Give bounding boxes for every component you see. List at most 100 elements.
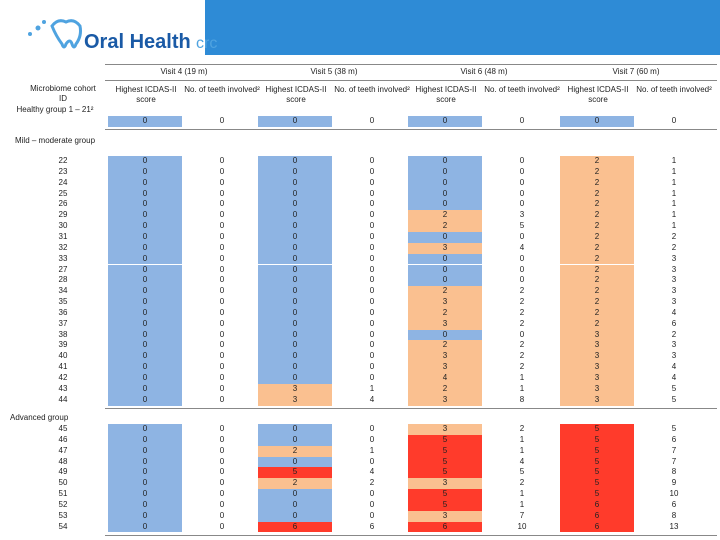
score-cell: 5 (560, 456, 634, 468)
teeth-cell: 0 (369, 221, 375, 231)
teeth-header: No. of teeth involved² (484, 85, 560, 94)
visit-header: Visit 6 (48 m) (460, 67, 508, 76)
id-header: Microbiome cohort ID (30, 84, 96, 103)
score-cell: 0 (408, 156, 482, 167)
teeth-cell: 6 (671, 499, 677, 509)
row-id: 40 (58, 351, 68, 361)
teeth-cell: 4 (519, 242, 525, 252)
score-cell: 2 (560, 297, 634, 308)
row-id: 22 (58, 156, 68, 165)
score-cell: 0 (258, 210, 332, 222)
score-header: Highest ICDAS-II score (567, 85, 629, 104)
teeth-cell: 0 (519, 177, 525, 187)
teeth-cell: 1 (519, 445, 525, 455)
score-cell: 5 (560, 434, 634, 446)
teeth-cell: 3 (671, 351, 677, 361)
teeth-header: No. of teeth involved² (184, 85, 260, 94)
score-cell: 0 (108, 177, 182, 189)
row-id: 31 (58, 231, 68, 241)
score-cell: 5 (408, 467, 482, 479)
score-cell: 3 (408, 297, 482, 308)
teeth-cell: 2 (519, 307, 525, 317)
score-cell: 0 (108, 166, 182, 178)
teeth-cell: 3 (671, 340, 677, 350)
teeth-cell: 4 (671, 362, 677, 372)
score-cell: 3 (408, 394, 482, 406)
score-cell: 2 (560, 242, 634, 254)
score-cell: 2 (560, 210, 634, 222)
score-cell: 0 (108, 286, 182, 298)
teeth-cell: 6 (671, 434, 677, 444)
score-cell: 6 (560, 521, 634, 533)
teeth-cell: 0 (219, 297, 225, 307)
row-id: 28 (58, 275, 68, 285)
score-cell: 0 (108, 210, 182, 222)
teeth-cell: 4 (671, 307, 677, 317)
teeth-cell: 0 (219, 318, 225, 328)
teeth-cell: 0 (369, 231, 375, 241)
score-cell: 0 (258, 116, 332, 127)
score-cell: 0 (408, 188, 482, 200)
teeth-cell: 3 (671, 275, 677, 285)
teeth-cell: 0 (219, 329, 225, 339)
teeth-cell: 0 (219, 489, 225, 499)
score-cell: 3 (258, 394, 332, 406)
score-cell: 2 (560, 264, 634, 276)
row-id: 42 (58, 373, 68, 382)
score-cell: 0 (408, 275, 482, 287)
teeth-cell: 2 (519, 286, 525, 296)
score-cell: 0 (258, 242, 332, 254)
teeth-cell: 2 (519, 297, 525, 307)
score-cell: 0 (258, 188, 332, 200)
teeth-cell: 0 (369, 373, 375, 382)
score-cell: 5 (408, 489, 482, 500)
score-cell: 0 (108, 510, 182, 522)
row-id: 29 (58, 210, 68, 220)
score-cell: 0 (108, 489, 182, 500)
teeth-cell: 0 (219, 210, 225, 220)
score-cell: 0 (108, 318, 182, 330)
teeth-cell: 0 (219, 188, 225, 198)
score-cell: 2 (408, 307, 482, 319)
teeth-cell: 0 (369, 116, 375, 125)
score-cell: 0 (258, 362, 332, 373)
teeth-cell: 4 (369, 467, 375, 477)
teeth-cell: 2 (671, 329, 677, 339)
teeth-cell: 0 (519, 199, 525, 209)
teeth-cell: 0 (219, 434, 225, 444)
visit-header: Visit 7 (60 m) (612, 67, 660, 76)
score-cell: 2 (560, 253, 634, 265)
score-cell: 3 (258, 383, 332, 395)
teeth-cell: 3 (519, 210, 525, 220)
score-cell: 0 (408, 231, 482, 243)
score-cell: 5 (560, 467, 634, 479)
teeth-cell: 0 (519, 231, 525, 241)
teeth-cell: 0 (219, 307, 225, 317)
score-cell: 0 (408, 199, 482, 211)
logo-suffix: crc (196, 35, 217, 52)
score-cell: 0 (258, 275, 332, 287)
score-cell: 4 (408, 373, 482, 384)
teeth-cell: 0 (369, 489, 375, 499)
teeth-cell: 0 (369, 340, 375, 350)
row-id: 52 (58, 499, 68, 509)
group-label: Advanced group (10, 413, 69, 422)
row-id: 26 (58, 199, 68, 209)
score-header: Highest ICDAS-II score (265, 85, 327, 104)
score-cell: 2 (258, 445, 332, 457)
teeth-cell: 0 (219, 177, 225, 187)
score-cell: 2 (560, 275, 634, 287)
row-id: 50 (58, 478, 68, 488)
rule (105, 80, 717, 81)
teeth-cell: 2 (671, 231, 677, 241)
teeth-cell: 0 (671, 116, 677, 125)
teeth-cell: 8 (519, 394, 525, 404)
score-cell: 2 (560, 231, 634, 243)
teeth-cell: 2 (519, 424, 525, 433)
score-cell: 2 (560, 177, 634, 189)
score-cell: 6 (258, 521, 332, 533)
score-cell: 0 (258, 286, 332, 298)
row-id: 43 (58, 383, 68, 393)
teeth-cell: 0 (219, 521, 225, 531)
